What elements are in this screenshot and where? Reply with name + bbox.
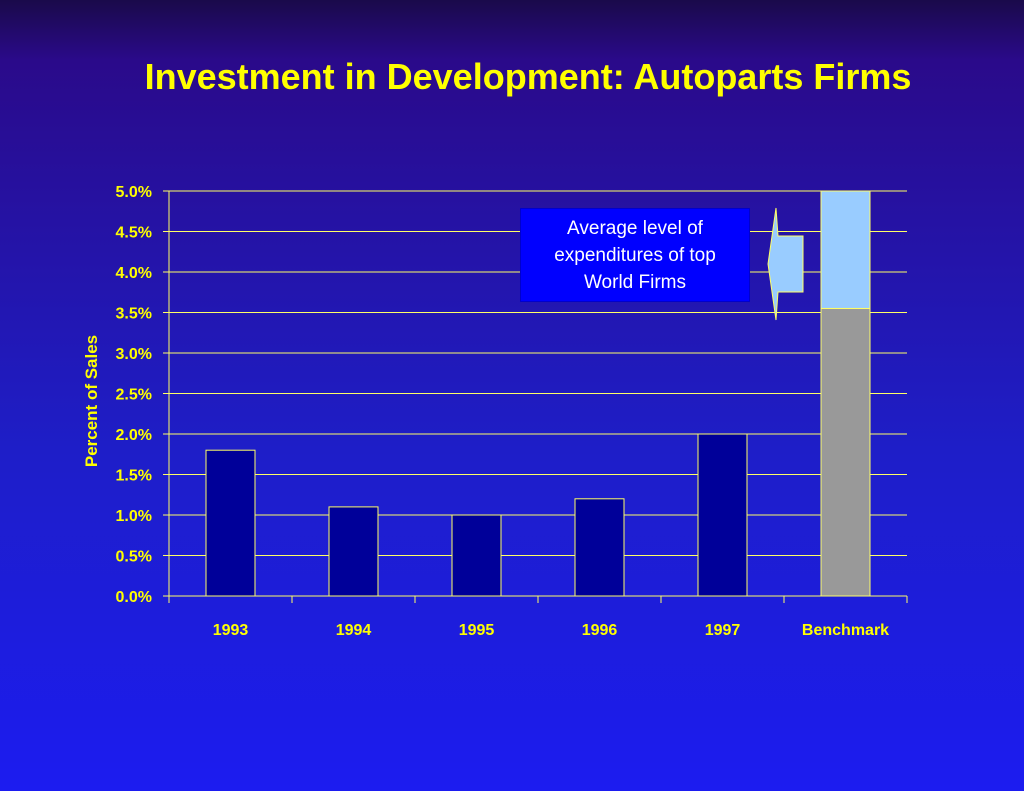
- y-tick-label: 2.0%: [116, 427, 152, 444]
- y-tick-label: 1.5%: [116, 468, 152, 485]
- bar-1994: [329, 507, 378, 596]
- y-tick-label: 1.0%: [116, 508, 152, 525]
- benchmark-callout: Average level of expenditures of top Wor…: [520, 208, 750, 302]
- y-tick-label: 0.0%: [116, 589, 152, 606]
- y-tick-label: 3.0%: [116, 346, 152, 363]
- x-tick-label: 1994: [336, 622, 372, 639]
- bar-1993: [206, 450, 255, 596]
- y-axis-label: Percent of Sales: [82, 335, 101, 467]
- x-tick-label: 1995: [459, 622, 495, 639]
- callout-arrow-icon: [768, 208, 803, 320]
- y-tick-label: 5.0%: [116, 184, 152, 201]
- y-tick-label: 4.0%: [116, 265, 152, 282]
- x-tick-label: 1993: [213, 622, 249, 639]
- x-tick-label: Benchmark: [802, 622, 889, 639]
- bar-1995: [452, 515, 501, 596]
- y-tick-label: 2.5%: [116, 387, 152, 404]
- y-tick-label: 4.5%: [116, 225, 152, 242]
- bar-benchmark-lower: [821, 308, 870, 596]
- y-tick-label: 3.5%: [116, 306, 152, 323]
- bar-1996: [575, 499, 624, 596]
- x-tick-label: 1997: [705, 622, 741, 639]
- bar-benchmark-upper: [821, 191, 870, 308]
- x-tick-label: 1996: [582, 622, 618, 639]
- y-tick-label: 0.5%: [116, 549, 152, 566]
- bar-1997: [698, 434, 747, 596]
